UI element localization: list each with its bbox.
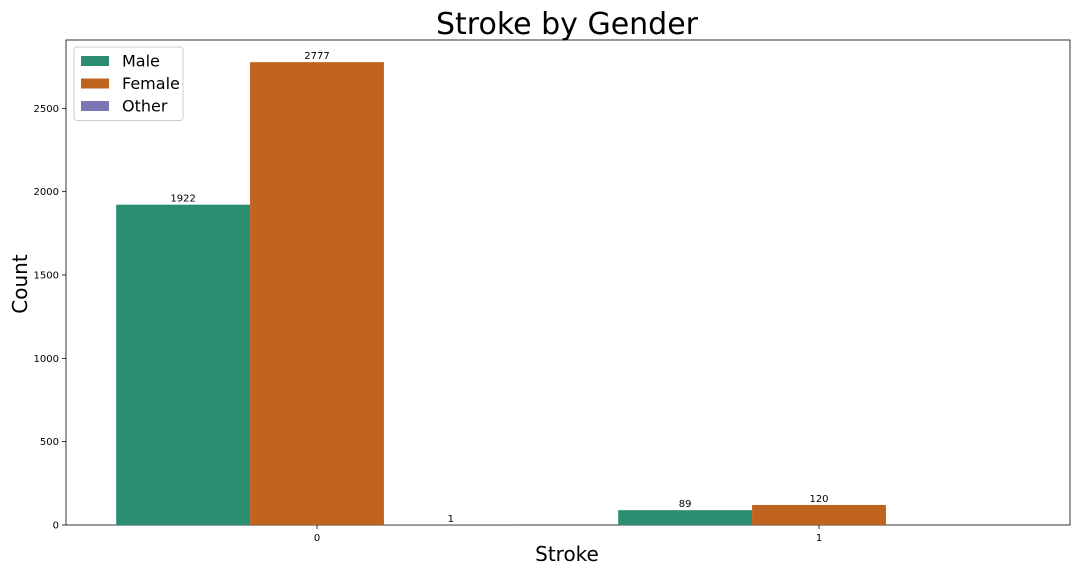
y-tick-label: 2000	[34, 187, 59, 198]
x-axis-title: Stroke	[535, 542, 599, 566]
bar-male-0	[116, 204, 251, 525]
bar-male-1	[618, 510, 753, 525]
legend-label-female: Female	[122, 74, 180, 93]
legend: Male Female Other	[73, 46, 184, 121]
data-label-female-0: 2777	[304, 51, 329, 62]
y-tick-label: 2500	[34, 104, 59, 115]
data-label-male-1: 89	[679, 499, 692, 510]
legend-swatch-female	[81, 78, 109, 89]
bar-female-1	[752, 505, 886, 525]
y-axis-title: Count	[8, 254, 32, 314]
plot-area: 0 500 1000 1500 2000 2500 0 1922 2777 1 1 89 120	[34, 39, 1071, 544]
chart-title: Stroke by Gender	[436, 7, 699, 42]
y-tick-label: 1500	[34, 271, 59, 282]
legend-label-other: Other	[122, 97, 168, 116]
x-tick-label: 1	[816, 533, 822, 544]
legend-swatch-other	[81, 101, 109, 111]
y-tick-label: 500	[40, 437, 59, 448]
x-tick-label: 0	[314, 533, 320, 544]
legend-swatch-male	[81, 56, 109, 66]
bar-female-0	[250, 62, 384, 526]
data-label-other-0: 1	[448, 514, 454, 525]
data-label-male-0: 1922	[170, 194, 195, 205]
plot-frame	[65, 39, 1071, 526]
y-tick-label: 1000	[34, 354, 59, 365]
data-label-female-1: 120	[809, 494, 828, 505]
y-tick-label: 0	[53, 521, 59, 532]
legend-label-male: Male	[122, 52, 160, 71]
